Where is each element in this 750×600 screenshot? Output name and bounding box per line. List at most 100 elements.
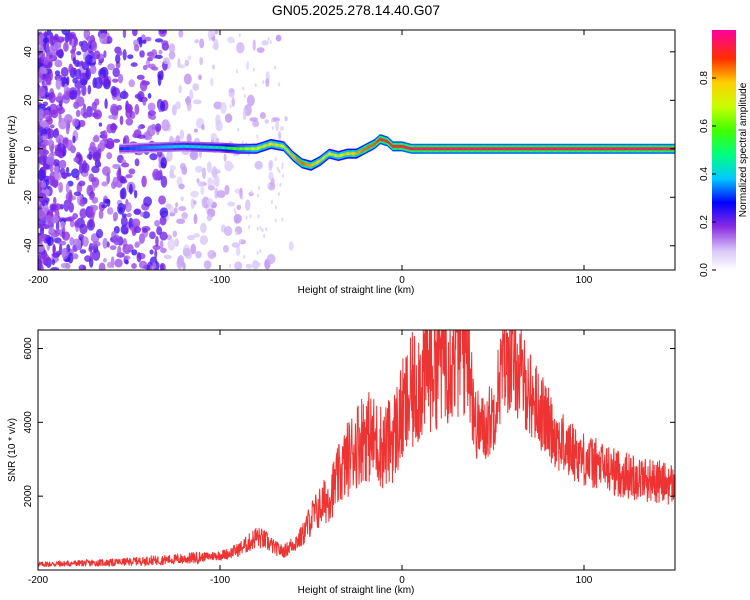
spectrogram-cell: [169, 212, 176, 217]
spectrogram-cell: [194, 39, 200, 44]
spectrogram-cell: [66, 139, 73, 151]
spectrogram-cell: [229, 263, 232, 268]
spectrogram-track-core: [211, 145, 213, 149]
spectrogram-track-core: [134, 146, 136, 150]
spectrogram-track-core: [636, 147, 639, 151]
spectrogram-track-core: [385, 139, 388, 143]
spectrogram-track-core: [501, 147, 503, 151]
spectrogram-track-core: [598, 147, 601, 151]
spectrogram-track-core: [251, 147, 253, 151]
spectrogram-track-core: [592, 147, 594, 151]
spectrogram-track-core: [415, 147, 417, 151]
spectrogram-cell: [81, 162, 90, 174]
spectrogram-track-core: [576, 147, 579, 151]
spectrogram-cell: [103, 50, 107, 58]
spectrogram-track-core: [481, 147, 484, 151]
spectrogram-cell: [245, 263, 253, 269]
spectrogram-cell: [186, 133, 192, 144]
spectrogram-cell: [51, 216, 57, 224]
spectrogram-cell: [277, 192, 280, 197]
spectrogram-track-core: [631, 147, 633, 151]
spectrogram-cell: [254, 83, 257, 88]
spectrogram-track-core: [610, 147, 613, 151]
spectrogram-track-core: [668, 147, 670, 151]
spectrogram-cell: [110, 123, 118, 131]
spectrogram-cell: [101, 130, 108, 142]
spectrogram-cell: [78, 264, 86, 270]
spectrogram-cell: [267, 37, 270, 42]
spectrogram-track-core: [161, 145, 164, 149]
spectrogram-cell: [149, 249, 154, 255]
spectrogram-track-core: [244, 147, 247, 151]
spectrogram-cell: [189, 89, 194, 101]
spectrogram-cell: [38, 223, 43, 229]
spectrogram-cell: [154, 219, 161, 227]
spectrogram-cell: [279, 126, 285, 131]
spectrogram-track-core: [511, 147, 513, 151]
spectrogram-cell: [198, 74, 202, 80]
spectrogram-track-core: [605, 147, 607, 151]
spectrogram-track-core: [461, 147, 463, 151]
spectrogram-track-core: [416, 147, 418, 151]
spectrogram-cell: [122, 30, 127, 39]
spectrogram-cell: [116, 169, 122, 180]
spectrogram-cell: [246, 94, 255, 107]
spectrogram-track-core: [581, 147, 583, 151]
spectrogram-track-core: [181, 144, 183, 148]
spectrogram-track-core: [439, 147, 441, 151]
spectrogram-track-core: [564, 147, 567, 151]
spectrogram-track-core: [322, 157, 324, 161]
spectrogram-track-core: [231, 146, 234, 150]
spectrogram-cell: [48, 137, 53, 147]
colorbar-tick-label: 0.4: [699, 167, 710, 181]
spectrogram-track-core: [447, 147, 450, 151]
spectrogram-track-core: [230, 146, 233, 150]
spectrogram-track-core: [618, 147, 620, 151]
spectrogram-cell: [81, 72, 86, 78]
spectrogram-track-core: [601, 147, 604, 151]
spectrogram-cell: [98, 209, 104, 219]
spectrogram-track-core: [201, 145, 203, 149]
spectrogram-cell: [154, 38, 164, 43]
spectrogram-cell: [252, 67, 255, 72]
spectrogram-cell: [109, 245, 117, 251]
spectrogram-cell: [74, 68, 82, 80]
spectrogram-track-core: [634, 147, 637, 151]
spectrogram-cell: [86, 35, 93, 42]
spectrogram-cell: [190, 190, 199, 198]
spectrogram-cell: [39, 234, 46, 242]
spectrogram-cell: [147, 93, 152, 99]
spectrogram-track-core: [458, 147, 461, 151]
spectrogram-track-core: [549, 147, 551, 151]
spectrogram-track-core: [157, 145, 159, 149]
spectrogram-track-core: [454, 147, 456, 151]
spectrogram-cell: [254, 160, 263, 170]
snr-x-tick-label: 100: [576, 575, 593, 586]
spectrogram-cell: [115, 54, 121, 64]
spectrogram-track-core: [503, 147, 506, 151]
spectrogram-cell: [127, 54, 134, 59]
spectrogram-track-core: [582, 147, 584, 151]
spectrogram-cell: [187, 55, 192, 61]
spectrogram-track-core: [526, 147, 529, 151]
spectrogram-track-core: [421, 147, 424, 151]
spectrogram-track-core: [121, 147, 123, 151]
spectrogram-cell: [248, 224, 251, 229]
spectrogram-track-core: [128, 146, 130, 150]
spectrogram-cell: [235, 231, 238, 236]
spectrogram-track-core: [593, 147, 595, 151]
spectrogram-track-core: [188, 145, 190, 149]
spectrogram-cell: [122, 48, 127, 61]
spectrogram-track-core: [350, 152, 353, 156]
spectrogram-track-core: [546, 147, 548, 151]
spectrogram-cell: [121, 162, 130, 168]
spectrogram-cell: [259, 112, 266, 119]
spectrogram-cell: [263, 233, 266, 238]
spectrogram-track-core: [225, 146, 227, 150]
spectrogram-track-core: [574, 147, 577, 151]
spectrogram-cell: [256, 250, 259, 255]
spectrogram-track-core: [414, 147, 416, 151]
spectrogram-track-core: [469, 147, 472, 151]
spectrogram-track-core: [280, 144, 283, 148]
